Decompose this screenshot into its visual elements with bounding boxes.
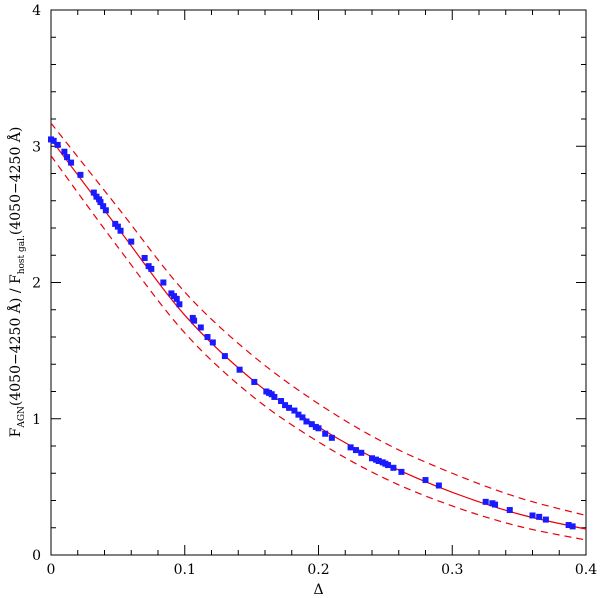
- data-point: [308, 421, 315, 428]
- data-point: [529, 512, 536, 519]
- y-tick-label: 3: [32, 139, 41, 155]
- data-point: [315, 425, 322, 432]
- data-point: [492, 501, 499, 508]
- data-point: [291, 407, 298, 414]
- data-point: [565, 522, 572, 529]
- data-point: [114, 223, 121, 230]
- y-axis-title-sub2: host gal.: [17, 235, 27, 274]
- x-axis-title: Δ: [313, 582, 323, 598]
- data-point: [352, 447, 359, 454]
- y-axis-title-sub1: AGN: [17, 406, 27, 429]
- data-point: [236, 366, 243, 373]
- data-point: [435, 482, 442, 489]
- x-tick-label: 0.4: [575, 562, 597, 578]
- y-tick-label: 2: [32, 276, 41, 292]
- data-point: [358, 449, 365, 456]
- data-points: [48, 136, 576, 530]
- data-point: [506, 507, 513, 514]
- upper-bound-curve: [50, 122, 587, 517]
- data-point: [77, 171, 84, 178]
- data-point: [117, 227, 124, 234]
- y-tick-label: 4: [32, 3, 41, 19]
- data-point: [68, 159, 75, 166]
- x-tick-labels: 0 0.1 0.2 0.3 0.4: [47, 562, 598, 578]
- y-axis-title-end: (4050−4250 Å): [6, 127, 24, 235]
- data-point: [148, 265, 155, 272]
- data-point: [64, 154, 71, 161]
- fit-curve: [50, 139, 587, 530]
- data-point: [173, 295, 180, 302]
- data-point: [90, 189, 97, 196]
- data-point: [569, 523, 576, 530]
- data-point: [61, 148, 68, 155]
- data-point: [54, 141, 61, 148]
- lower-bound-curve: [50, 155, 587, 541]
- x-tick-label: 0.3: [441, 562, 463, 578]
- data-point: [191, 317, 198, 324]
- data-point: [299, 414, 306, 421]
- data-point: [295, 411, 302, 418]
- y-axis-title-f1: F: [8, 427, 24, 437]
- data-point: [102, 207, 109, 214]
- data-point: [375, 457, 382, 464]
- data-point: [347, 444, 354, 451]
- data-point: [271, 393, 278, 400]
- data-point: [100, 203, 107, 210]
- axis-ticks: [50, 9, 587, 556]
- data-point: [141, 254, 148, 261]
- plot-frame: [50, 9, 587, 556]
- data-point: [303, 418, 310, 425]
- data-point: [50, 137, 57, 144]
- data-point: [286, 404, 293, 411]
- x-tick-label: 0: [47, 562, 56, 578]
- data-point: [204, 334, 211, 340]
- data-point: [160, 279, 167, 286]
- data-point: [369, 455, 375, 462]
- data-point: [221, 353, 228, 360]
- data-point: [251, 378, 258, 385]
- data-point: [422, 477, 429, 484]
- data-point: [536, 513, 543, 520]
- data-point: [278, 398, 285, 405]
- data-point: [385, 462, 392, 469]
- data-point: [328, 434, 335, 441]
- model-curves: [50, 122, 587, 541]
- data-point: [197, 324, 204, 331]
- data-point: [209, 339, 216, 346]
- data-point: [390, 464, 397, 471]
- data-point: [322, 430, 329, 437]
- data-point: [176, 301, 183, 308]
- y-axis-title: FAGN(4050−4250 Å) / Fhost gal.(4050−4250…: [6, 127, 27, 438]
- data-point: [398, 468, 405, 475]
- y-tick-label: 1: [32, 412, 41, 428]
- data-point: [542, 516, 549, 523]
- y-tick-labels: 0 1 2 3 4: [32, 3, 41, 564]
- y-axis-title-mid: (4050−4250 Å) / F: [6, 274, 24, 406]
- y-tick-label: 0: [32, 548, 41, 564]
- x-tick-label: 0.2: [307, 562, 329, 578]
- data-point: [128, 238, 135, 245]
- x-tick-label: 0.1: [174, 562, 196, 578]
- data-point: [282, 402, 289, 409]
- data-point: [482, 498, 489, 505]
- data-point: [97, 199, 104, 206]
